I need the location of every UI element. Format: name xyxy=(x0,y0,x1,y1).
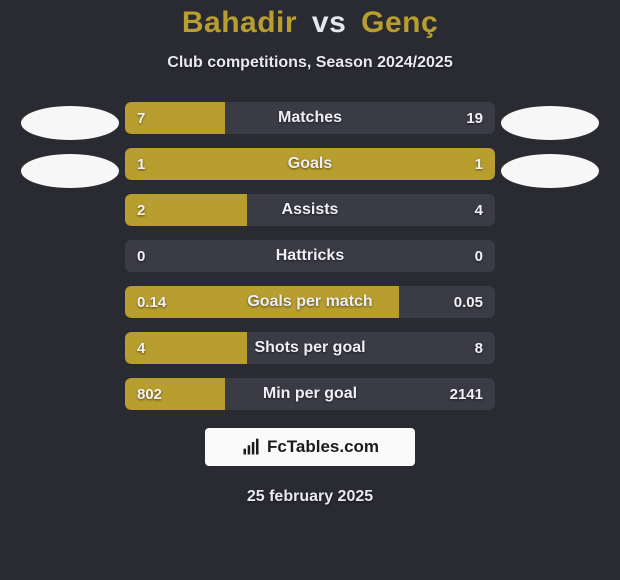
vs-text: vs xyxy=(312,6,346,39)
stat-label: Matches xyxy=(125,102,495,134)
stat-bar: 48Shots per goal xyxy=(125,332,495,364)
subtitle: Club competitions, Season 2024/2025 xyxy=(167,54,452,72)
footer-brand-text: FcTables.com xyxy=(267,437,379,457)
stat-label: Assists xyxy=(125,194,495,226)
player2-name: Genç xyxy=(361,6,438,39)
stat-bar: 0.140.05Goals per match xyxy=(125,286,495,318)
player1-logo-1 xyxy=(21,106,119,140)
stat-label: Min per goal xyxy=(125,378,495,410)
player1-name: Bahadir xyxy=(182,6,297,39)
stat-bar: 00Hattricks xyxy=(125,240,495,272)
stat-label: Goals per match xyxy=(125,286,495,318)
stat-label: Hattricks xyxy=(125,240,495,272)
stat-bars: 719Matches 11Goals 24Assists 00Hattricks 0.1… xyxy=(125,102,495,410)
footer-brand: FcTables.com xyxy=(205,428,415,466)
stat-bar: 8022141Min per goal xyxy=(125,378,495,410)
right-logos xyxy=(495,102,605,188)
content-row: 719Matches 11Goals 24Assists 00Hattricks 0.1… xyxy=(0,102,620,410)
comparison-card: Bahadir vs Genç Club competitions, Seaso… xyxy=(0,0,620,580)
stat-label: Goals xyxy=(125,148,495,180)
stat-bar: 11Goals xyxy=(125,148,495,180)
player1-logo-2 xyxy=(21,154,119,188)
stat-bar: 24Assists xyxy=(125,194,495,226)
left-logos xyxy=(15,102,125,188)
player2-logo-2 xyxy=(501,154,599,188)
title: Bahadir vs Genç xyxy=(182,6,438,40)
player2-logo-1 xyxy=(501,106,599,140)
chart-icon xyxy=(241,437,261,457)
stat-label: Shots per goal xyxy=(125,332,495,364)
footer-date: 25 february 2025 xyxy=(247,488,373,506)
stat-bar: 719Matches xyxy=(125,102,495,134)
